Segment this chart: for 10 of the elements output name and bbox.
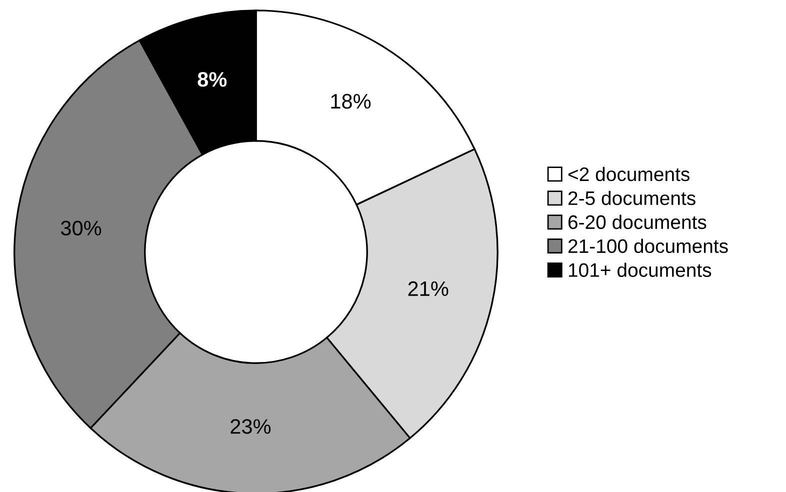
data-label: 30%	[60, 220, 102, 236]
data-label: 21%	[408, 281, 448, 296]
data-label: 8%	[198, 72, 227, 87]
data-label: 18%	[331, 94, 371, 109]
legend-label: 101+ documents	[568, 262, 712, 277]
data-label: 23%	[230, 419, 271, 434]
legend-label: 2-5 documents	[568, 190, 696, 206]
legend-label: 6-20 documents	[568, 214, 706, 230]
legend-label: <2 documents	[568, 166, 690, 182]
legend-label: 21-100 documents	[568, 238, 728, 254]
